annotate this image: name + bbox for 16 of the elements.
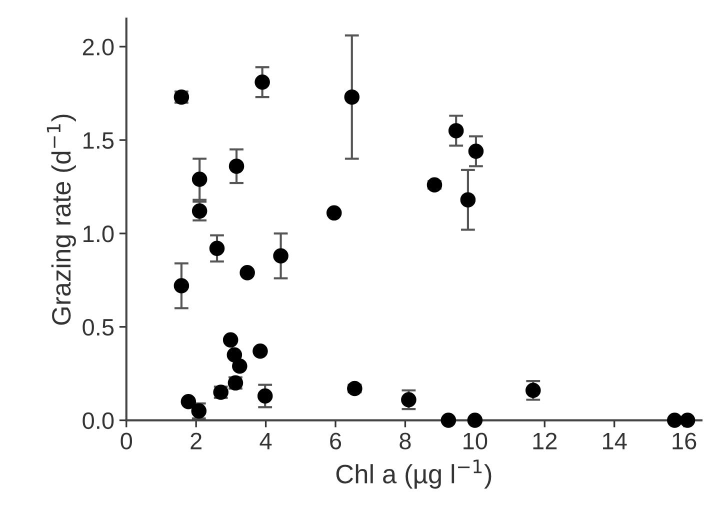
x-tick-label: 0 — [120, 432, 132, 450]
x-tick-label: 14 — [603, 432, 627, 450]
y-tick-label: 0.0 — [82, 412, 114, 430]
y-tick-label: 0.5 — [82, 318, 114, 336]
y-tick-label: 1.0 — [84, 226, 114, 242]
x-tick-label: 16 — [672, 432, 696, 450]
x-tick-label: 4 — [260, 432, 272, 450]
x-tick-label: 6 — [330, 432, 342, 450]
x-tick-label: 8 — [400, 432, 411, 450]
x-tick-label: 10 — [464, 432, 488, 450]
x-tick-label: 2 — [190, 432, 202, 450]
x-tick-label: 12 — [533, 432, 557, 450]
y-axis-title: Grazing rate (d$^{−1}$) — [46, 114, 76, 325]
x-axis-title: Chl a (µg l$^{−1}$) — [336, 460, 492, 489]
y-tick-label: 1.5 — [84, 132, 114, 149]
y-tick-label: 2.0 — [82, 38, 114, 56]
